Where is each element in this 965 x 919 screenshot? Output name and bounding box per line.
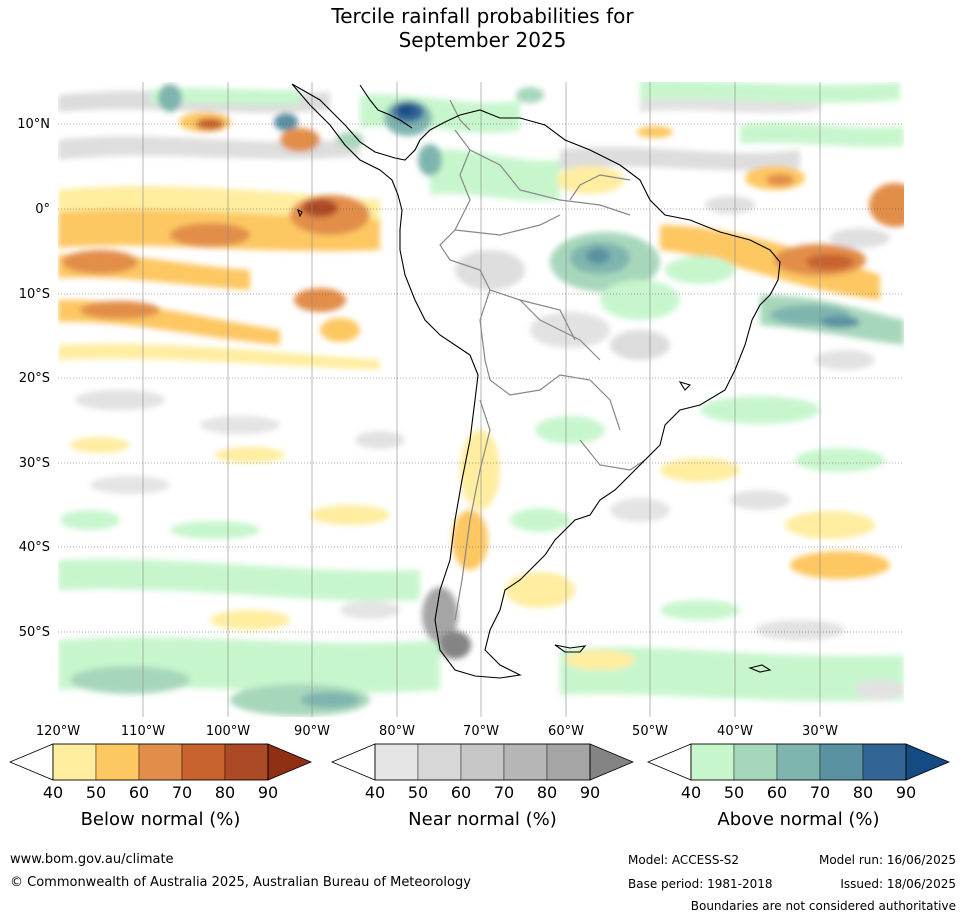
lat-label: 40°S [19, 540, 50, 555]
title-line-2: September 2025 [398, 28, 567, 52]
lat-label: 10°S [19, 287, 50, 302]
colorbar-segment [862, 743, 907, 781]
colorbar-segment [819, 743, 864, 781]
colorbar-segment [417, 743, 462, 781]
colorbar-tick-label: 90 [580, 783, 600, 802]
colorbar-tick-label: 70 [494, 783, 514, 802]
colorbar-segment [52, 743, 97, 781]
lon-label: 110°W [121, 724, 165, 739]
colorbar-title: Below normal (%) [81, 809, 241, 830]
colorbar-segment [733, 743, 778, 781]
footer-disclaimer: Boundaries are not considered authoritat… [690, 899, 956, 913]
lat-label: 50°S [19, 625, 50, 640]
lon-label: 90°W [294, 724, 330, 739]
colorbar-outline [374, 743, 591, 781]
country-boundaries [439, 99, 646, 621]
footer-website: www.bom.gov.au/climate [10, 852, 174, 867]
lon-label: 120°W [36, 724, 80, 739]
latitude-labels: 10°N 0° 10°S 20°S 30°S 40°S 50°S [17, 117, 50, 640]
lon-label: 40°W [717, 724, 753, 739]
colorbar-below-normal: 40 50 60 70 80 90 Below normal (%) [8, 743, 313, 830]
colorbar-outline [52, 743, 269, 781]
colorbar-left-extend [646, 743, 692, 781]
coastline [291, 83, 781, 679]
colorbar-above-normal: 40 50 60 70 80 90 Above normal (%) [646, 743, 951, 830]
colorbar-tick-label: 90 [896, 783, 916, 802]
colorbar-segment [95, 743, 140, 781]
lon-label: 70°W [463, 724, 499, 739]
footer-copyright: © Commonwealth of Australia 2025, Austra… [10, 875, 471, 890]
footer-model: Model: ACCESS-S2 [628, 853, 740, 867]
colorbar-right-extend [905, 743, 951, 781]
colorbar-near-normal: 40 50 60 70 80 90 Near normal (%) [330, 743, 635, 830]
footer-model-run: Model run: 16/06/2025 [818, 853, 956, 867]
colorbar-tick-label: 60 [451, 783, 471, 802]
colorbar-tick-label: 50 [86, 783, 106, 802]
colorbar-tick-label: 50 [724, 783, 744, 802]
colorbar-segment [138, 743, 183, 781]
lon-label: 50°W [632, 724, 668, 739]
colorbar-segment [224, 743, 269, 781]
colorbar-tick-label: 40 [681, 783, 701, 802]
colorbar-tick-label: 40 [365, 783, 385, 802]
colorbar-segment [503, 743, 548, 781]
colorbar-tick-label: 80 [537, 783, 557, 802]
colorbar-tick-label: 80 [215, 783, 235, 802]
colorbar-tick-label: 70 [810, 783, 830, 802]
map-panel [58, 82, 904, 717]
lat-label: 30°S [19, 456, 50, 471]
colorbar-tick-label: 80 [853, 783, 873, 802]
colorbar-tick-label: 90 [258, 783, 278, 802]
colorbar-left-extend [330, 743, 376, 781]
colorbar-right-extend [267, 743, 313, 781]
colorbar-tick-label: 60 [129, 783, 149, 802]
lat-label: 10°N [17, 117, 50, 132]
footer-base-period: Base period: 1981-2018 [628, 877, 773, 891]
colorbar-segment [460, 743, 505, 781]
colorbar-tick-label: 60 [767, 783, 787, 802]
colorbar-segment [181, 743, 226, 781]
colorbar-right-extend [589, 743, 635, 781]
lat-label: 0° [35, 202, 50, 217]
map-meridians [142, 82, 821, 717]
colorbar-segment [776, 743, 821, 781]
colorbar-left-extend [8, 743, 54, 781]
colorbar-segment [546, 743, 591, 781]
longitude-labels: 120°W 110°W 100°W 90°W 80°W 70°W 60°W 50… [36, 724, 838, 739]
colorbar-title: Near normal (%) [408, 809, 557, 830]
colorbar-segment [690, 743, 735, 781]
colorbar-outline [690, 743, 907, 781]
lon-label: 100°W [206, 724, 250, 739]
lon-label: 80°W [379, 724, 415, 739]
map-title: Tercile rainfall probabilities for Septe… [0, 4, 965, 52]
colorbar-tick-label: 70 [172, 783, 192, 802]
footer-issued: Issued: 18/06/2025 [840, 877, 956, 891]
lon-label: 60°W [548, 724, 584, 739]
title-line-1: Tercile rainfall probabilities for [331, 4, 634, 28]
colorbar-tick-label: 40 [43, 783, 63, 802]
probability-field [58, 82, 904, 716]
colorbar-tick-label: 50 [408, 783, 428, 802]
lon-label: 30°W [802, 724, 838, 739]
lat-label: 20°S [19, 371, 50, 386]
colorbar-segment [374, 743, 419, 781]
colorbar-title: Above normal (%) [717, 809, 879, 830]
